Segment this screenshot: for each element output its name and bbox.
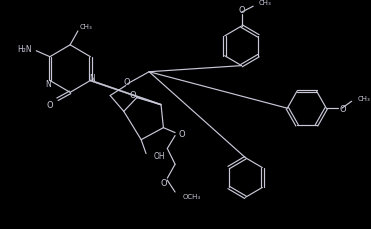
Text: O: O [124, 78, 130, 87]
Text: N: N [45, 80, 51, 89]
Text: O: O [129, 91, 136, 100]
Text: O: O [340, 104, 347, 113]
Text: O: O [179, 130, 186, 139]
Text: O: O [160, 178, 167, 187]
Text: CH₃: CH₃ [259, 0, 272, 6]
Text: OH: OH [154, 151, 165, 160]
Text: H₂N: H₂N [17, 45, 32, 54]
Text: N: N [89, 74, 95, 83]
Text: O: O [46, 100, 53, 109]
Text: CH₃: CH₃ [80, 24, 93, 30]
Text: O: O [238, 6, 245, 15]
Text: CH₃: CH₃ [357, 96, 370, 102]
Text: OCH₃: OCH₃ [183, 193, 201, 199]
